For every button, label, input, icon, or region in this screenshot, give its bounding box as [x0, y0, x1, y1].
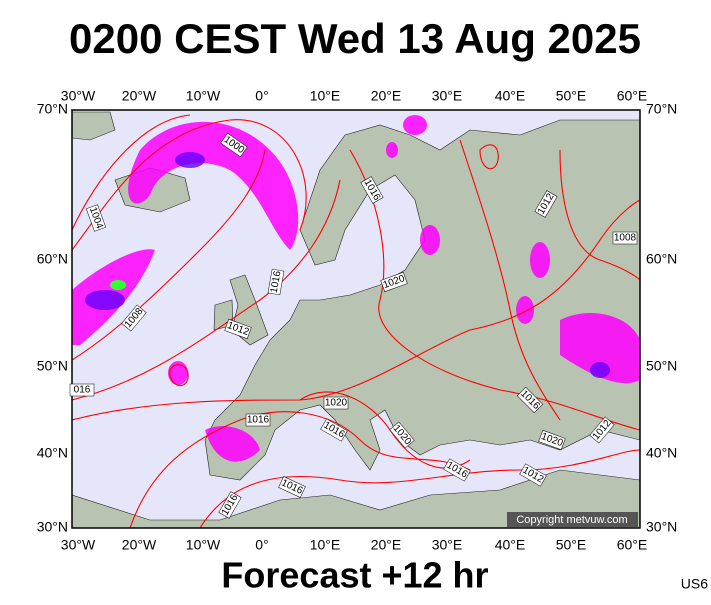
isobar-label-text: 1020	[325, 398, 348, 409]
isobar-label-bg	[360, 176, 384, 204]
isobar-label-text: 1008	[614, 233, 637, 244]
lat-label: 60°N	[646, 251, 677, 267]
isobar-label-bg	[85, 204, 107, 232]
lat-label: 40°N	[646, 445, 677, 461]
lat-label: 70°N	[646, 101, 677, 117]
lon-label: 30°W	[61, 88, 96, 104]
isobar-label-bg	[121, 304, 147, 332]
isobar-label-bg	[538, 429, 566, 451]
isobar-label-text: 1016	[247, 415, 270, 426]
lon-label: 60°E	[617, 537, 648, 553]
isobar-label-bg	[323, 396, 349, 410]
isobar-label-text: 016	[74, 385, 91, 396]
isobar-label-text: 1016	[269, 270, 284, 294]
isobar-label-bg	[218, 491, 242, 519]
isobar-label: 1020	[323, 396, 349, 410]
lat-label: 30°N	[646, 519, 677, 535]
heavy-precipitation	[85, 152, 610, 378]
lat-label: 30°N	[37, 519, 68, 535]
lon-label: 30°E	[432, 88, 463, 104]
lon-label: 20°W	[122, 88, 157, 104]
heavy-precipitation	[110, 280, 126, 290]
model-code: US6	[681, 576, 708, 592]
isobar-label-bg	[245, 413, 271, 427]
isobar-label-bg	[519, 463, 547, 487]
lon-label: 30°E	[432, 537, 463, 553]
lat-label: 70°N	[37, 101, 68, 117]
lat-label: 50°N	[37, 358, 68, 374]
lon-label: 20°E	[371, 537, 402, 553]
land	[72, 111, 116, 141]
isobar-label-bg	[612, 231, 638, 245]
isobar-label-bg	[320, 418, 348, 442]
lon-label: 50°E	[556, 537, 587, 553]
isobar-label-bg	[589, 416, 615, 444]
lat-label: 40°N	[37, 445, 68, 461]
isobar-label-bg	[278, 476, 306, 498]
land	[204, 119, 640, 481]
isobar-label-bg	[267, 268, 285, 296]
isobar-label-bg	[69, 383, 95, 397]
lon-label: 60°E	[617, 88, 648, 104]
isobar-label-bg	[220, 132, 248, 158]
isobar-label-bg	[516, 386, 544, 414]
lon-label: 20°E	[371, 88, 402, 104]
lon-label: 20°W	[122, 537, 157, 553]
isobar-label: 1016	[267, 268, 285, 296]
copyright: Copyright metvuw.com	[516, 514, 627, 526]
isobar-label: 1008	[612, 231, 638, 245]
lon-label: 10°E	[310, 537, 341, 553]
lon-label: 10°W	[186, 88, 221, 104]
land	[72, 469, 640, 528]
lon-label: 10°E	[310, 88, 341, 104]
isobar-label: 016	[69, 383, 95, 397]
isobar-label-bg	[380, 271, 408, 293]
lon-label: 50°E	[556, 88, 587, 104]
title: 0200 CEST Wed 13 Aug 2025	[69, 15, 641, 62]
isobar-label-bg	[443, 458, 471, 482]
isobar-label: 1016	[245, 413, 271, 427]
lat-label: 60°N	[37, 251, 68, 267]
lon-label: 40°E	[495, 88, 526, 104]
lon-label: 0°	[255, 88, 268, 104]
lon-label: 10°W	[186, 537, 221, 553]
isobar-label-bg	[389, 421, 415, 449]
isobar-label-bg	[224, 318, 252, 340]
lon-label: 40°E	[495, 537, 526, 553]
isobars	[72, 114, 640, 528]
map-frame	[71, 109, 641, 529]
copyright-box	[507, 512, 638, 527]
isobar-label-bg	[534, 190, 558, 218]
lon-label: 0°	[255, 537, 268, 553]
map-area	[72, 110, 640, 528]
forecast-label: Forecast +12 hr	[221, 555, 488, 596]
lat-label: 50°N	[646, 358, 677, 374]
lon-label: 30°W	[61, 537, 96, 553]
